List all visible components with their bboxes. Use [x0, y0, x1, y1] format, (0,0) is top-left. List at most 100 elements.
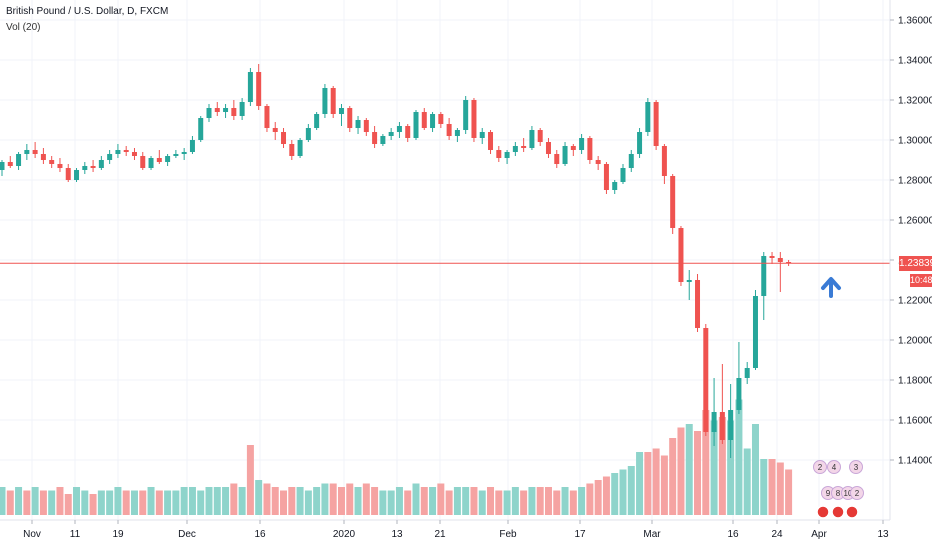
volume-bar	[602, 476, 610, 515]
volume-bar	[619, 469, 627, 515]
candle	[637, 128, 643, 158]
candle-body	[181, 152, 187, 154]
volume-bar	[296, 487, 304, 515]
volume-bar	[462, 487, 470, 515]
volume-bar	[288, 487, 296, 515]
flag-icon	[816, 505, 830, 519]
candle-body	[695, 280, 701, 328]
time-tick-label: Dec	[178, 529, 196, 540]
candle-body	[686, 280, 692, 282]
candle-body	[653, 102, 659, 146]
candle	[554, 150, 560, 168]
candle	[372, 126, 378, 148]
chart-grid	[0, 0, 890, 520]
event-icon: 3	[849, 460, 863, 474]
flag-icon-circle	[816, 505, 830, 519]
volume-bar	[97, 490, 105, 515]
candle	[256, 64, 262, 110]
event-icon: 4	[827, 460, 841, 474]
candle	[198, 116, 204, 142]
candle	[74, 168, 80, 182]
candle-body	[264, 106, 270, 128]
candle	[670, 174, 676, 234]
event-icon-circle	[813, 460, 827, 474]
event-icon-label: 9	[826, 489, 831, 498]
volume-bar	[213, 487, 221, 515]
volume-bar	[536, 487, 544, 515]
candle	[181, 148, 187, 160]
candle	[521, 138, 527, 152]
candle-body	[65, 168, 71, 180]
candle-body	[74, 170, 80, 180]
candle-body	[123, 150, 129, 152]
time-tick-label: 2020	[333, 529, 356, 540]
volume-bar	[768, 459, 776, 515]
price-tick-label: 1.20000	[898, 336, 932, 347]
candle-body	[214, 108, 220, 112]
volume-bar	[246, 445, 254, 515]
candle-body	[496, 150, 502, 158]
volume-bar	[586, 483, 594, 515]
candle	[272, 122, 278, 140]
candle	[529, 126, 535, 150]
candle-body	[761, 256, 767, 296]
time-tick-label: 13	[877, 529, 889, 540]
candle	[347, 106, 353, 132]
candle	[438, 112, 444, 128]
volume-bar	[230, 483, 238, 515]
candle	[231, 100, 237, 120]
candle-body	[719, 412, 725, 440]
candle-body	[314, 114, 320, 128]
candle-body	[98, 160, 104, 168]
time-tick-label: 24	[771, 529, 783, 540]
candle-body	[438, 114, 444, 124]
candle-body	[16, 154, 22, 166]
candle-body	[32, 150, 38, 154]
candle-body	[405, 126, 411, 138]
candle-body	[372, 132, 378, 144]
price-tick-label: 1.26000	[898, 216, 932, 227]
candle-body	[620, 168, 626, 182]
volume-bar	[487, 487, 495, 515]
candle-body	[777, 258, 783, 262]
candle-body	[24, 150, 30, 154]
candle	[24, 144, 30, 160]
time-tick-label: 16	[727, 529, 739, 540]
candle	[736, 342, 742, 414]
candle	[57, 158, 63, 172]
up-arrow-icon	[821, 277, 841, 298]
candle	[0, 160, 5, 176]
volume-bar	[271, 487, 279, 515]
volume-bar	[395, 487, 403, 515]
candle-body	[49, 160, 55, 164]
candle-body	[247, 72, 253, 102]
volume-bar	[503, 490, 511, 515]
volume-bar	[371, 487, 379, 515]
candle-body	[711, 412, 717, 432]
volume-bar	[329, 483, 337, 515]
candle-body	[628, 154, 634, 168]
volume-bar	[660, 455, 668, 515]
candle	[711, 378, 717, 446]
candle	[512, 142, 518, 156]
time-tick-label: 21	[434, 529, 446, 540]
candle	[695, 274, 701, 332]
candle-body	[355, 120, 361, 128]
volume-bar	[130, 490, 138, 515]
candle	[537, 128, 543, 146]
volume-bar	[180, 487, 188, 515]
candle	[239, 98, 245, 120]
volume-bar	[263, 483, 271, 515]
volume-bar	[255, 480, 263, 515]
volume-legend[interactable]: Vol (20)	[6, 22, 41, 33]
candle	[777, 252, 783, 292]
candle-body	[512, 146, 518, 152]
volume-bar	[594, 480, 602, 515]
candle	[752, 290, 758, 370]
flag-icon	[845, 505, 859, 519]
symbol-legend[interactable]: British Pound / U.S. Dollar, D, FXCM	[6, 6, 169, 17]
event-icon-label: 10	[844, 489, 853, 498]
volume-bar	[644, 452, 652, 515]
candle	[603, 162, 609, 194]
